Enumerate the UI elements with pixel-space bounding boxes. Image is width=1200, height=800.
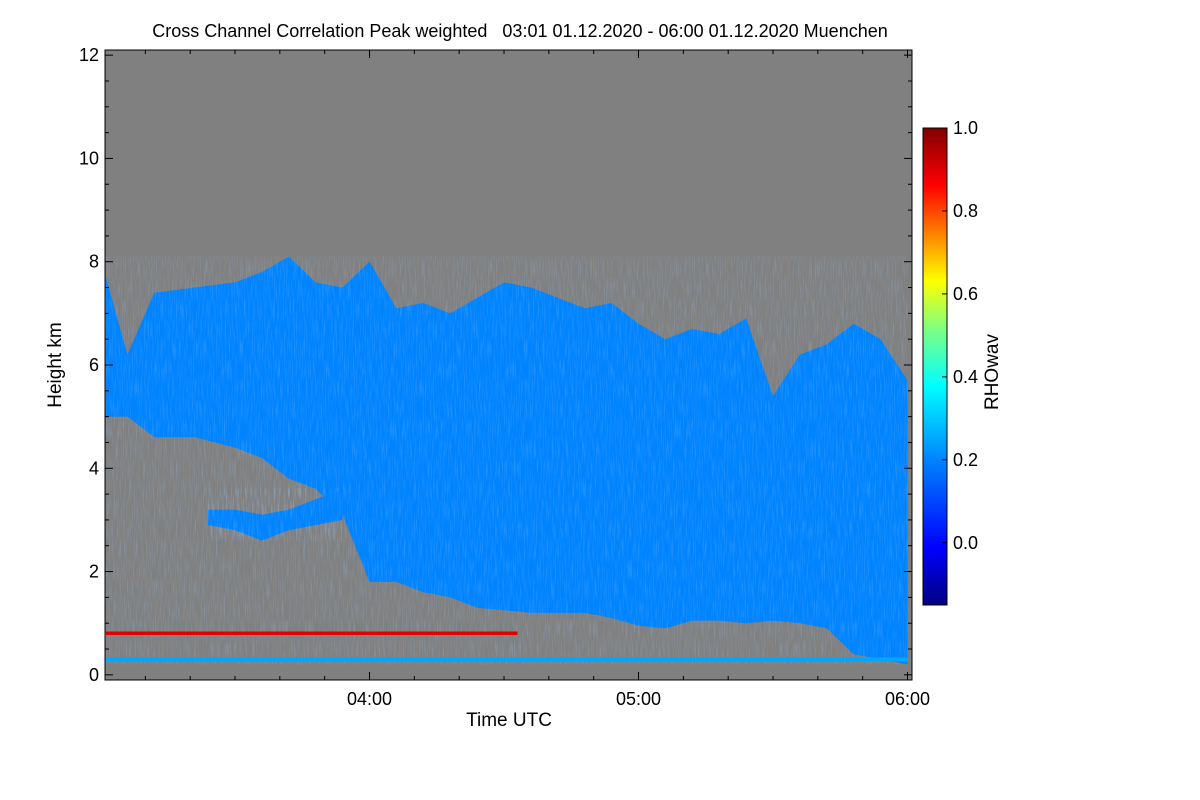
y-tick-label: 12 — [79, 45, 99, 65]
x-axis-title: Time UTC — [466, 710, 552, 731]
colorbar-tick-label: 1.0 — [953, 118, 978, 138]
colorbar-tick-label: 0.0 — [953, 533, 978, 553]
y-tick-label: 6 — [89, 355, 99, 375]
chart-title: Cross Channel Correlation Peak weighted … — [152, 21, 888, 41]
y-tick-label: 4 — [89, 458, 99, 478]
near-surface-layer — [105, 657, 908, 662]
colorbar: 0.0 0.2 0.4 0.6 0.8 1.0 RHOwav — [922, 118, 1003, 606]
axes: 04:00 05:00 06:00 0 2 4 6 8 10 12 Time UTC Height k… — [45, 45, 930, 731]
y-tick-label: 2 — [89, 562, 99, 582]
colorbar-label: RHOwav — [982, 333, 1003, 410]
y-tick-label: 10 — [79, 148, 99, 168]
colorbar-tick-label: 0.8 — [953, 201, 978, 221]
lower-cloud-band-texture — [208, 488, 343, 541]
colorbar-tick-label: 0.6 — [953, 284, 978, 304]
x-tick-label: 04:00 — [347, 689, 392, 709]
y-tick-label: 0 — [89, 665, 99, 685]
cloud-layer-texture — [105, 256, 908, 665]
colorbar-tick-label: 0.2 — [953, 450, 978, 470]
y-tick-label: 8 — [89, 252, 99, 272]
x-tick-label: 05:00 — [616, 689, 661, 709]
x-tick-label: 06:00 — [885, 689, 930, 709]
high-correlation-layer — [105, 631, 518, 636]
y-axis-title: Height km — [45, 322, 66, 408]
plot-area — [105, 50, 912, 680]
colorbar-gradient — [922, 127, 948, 606]
colorbar-tick-label: 0.4 — [953, 367, 978, 387]
